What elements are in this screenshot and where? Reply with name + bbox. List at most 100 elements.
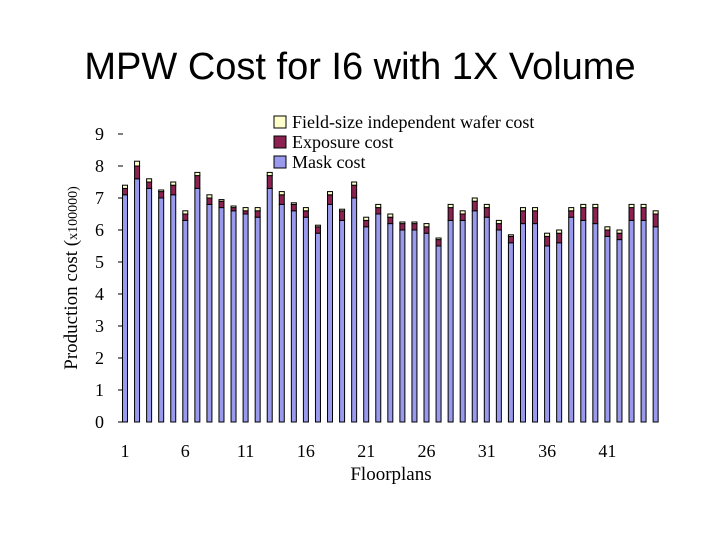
bar-segment-mask	[278, 203, 285, 423]
bar-stack-11	[242, 207, 249, 423]
bar-segment-wafer	[218, 199, 225, 202]
legend-label: Mask cost	[292, 152, 366, 172]
bar-stack-17	[314, 224, 321, 423]
bar-stack-30	[471, 197, 478, 423]
bar-segment-exposure	[182, 213, 189, 221]
bar-segment-wafer	[640, 203, 647, 209]
bar-segment-exposure	[339, 210, 346, 221]
bar-stack-16	[302, 207, 309, 423]
bar-segment-exposure	[519, 210, 526, 225]
bar-segment-exposure	[399, 223, 406, 231]
y-tick-label: 4	[95, 284, 104, 304]
bar-stack-22	[375, 203, 382, 423]
bar-stack-33	[507, 234, 514, 423]
bar-segment-wafer	[230, 205, 237, 209]
bar-stack-9	[218, 199, 225, 423]
legend-label: Exposure cost	[292, 132, 393, 152]
bar-segment-wafer	[158, 189, 165, 193]
y-tick-label: 2	[95, 348, 104, 368]
bar-stack-2	[134, 160, 141, 423]
bar-segment-exposure	[556, 232, 563, 244]
bar-segment-exposure	[302, 210, 309, 218]
bar-segment-mask	[363, 226, 370, 423]
bar-segment-mask	[435, 245, 442, 423]
bar-segment-wafer	[387, 213, 394, 218]
bar-segment-mask	[495, 229, 502, 423]
bar-stack-14	[278, 191, 285, 423]
y-tick-label: 1	[95, 380, 104, 400]
bar-segment-wafer	[616, 229, 623, 234]
bar-segment-exposure	[266, 175, 273, 189]
bar-stack-18	[327, 191, 334, 423]
bar-segment-mask	[206, 203, 213, 423]
y-axis-label-main: Production cost (	[61, 240, 82, 370]
bar-segment-wafer	[327, 191, 334, 196]
bar-segment-mask	[254, 216, 261, 423]
bar-segment-wafer	[544, 232, 551, 237]
x-tick-label: 11	[237, 441, 254, 461]
legend: Field-size independent wafer costExposur…	[273, 112, 534, 172]
bar-stack-28	[447, 203, 454, 423]
bar-segment-exposure	[640, 207, 647, 221]
bar-segment-exposure	[206, 197, 213, 205]
bar-stack-32	[495, 219, 502, 423]
x-tick-label: 16	[297, 441, 315, 461]
bar-stack-15	[290, 202, 297, 423]
bar-segment-exposure	[604, 229, 611, 237]
bar-segment-mask	[266, 187, 273, 423]
bar-stack-34	[519, 207, 526, 423]
y-axis-label: Production cost (x100000)	[61, 186, 82, 370]
bar-segment-mask	[242, 213, 249, 423]
bar-stack-27	[435, 237, 442, 423]
bar-segment-mask	[423, 232, 430, 423]
bar-segment-wafer	[278, 191, 285, 196]
bar-segment-mask	[194, 187, 201, 423]
bar-segment-wafer	[532, 207, 539, 212]
bar-segment-wafer	[182, 210, 189, 215]
bar-segment-mask	[616, 239, 623, 423]
bar-segment-mask	[134, 178, 141, 423]
y-tick-label: 0	[95, 412, 104, 432]
bar-segment-mask	[532, 223, 539, 423]
bar-stack-19	[339, 208, 346, 423]
bar-segment-mask	[544, 245, 551, 423]
bar-segment-wafer	[459, 210, 466, 215]
bar-segment-wafer	[242, 207, 249, 212]
bar-segment-mask	[122, 194, 128, 423]
bar-segment-exposure	[592, 207, 599, 225]
bar-segment-mask	[447, 219, 454, 423]
bars	[122, 160, 659, 423]
y-axis-label-unit: x100000)	[66, 186, 81, 240]
bar-segment-mask	[170, 194, 177, 423]
bar-segment-wafer	[556, 229, 563, 234]
bar-segment-wafer	[194, 171, 201, 177]
bar-stack-6	[182, 210, 189, 423]
bar-stack-41	[604, 226, 611, 423]
y-tick-label: 5	[95, 252, 104, 272]
bar-segment-mask	[459, 219, 466, 423]
bar-segment-mask	[580, 219, 587, 423]
bar-segment-exposure	[628, 207, 635, 221]
bar-stack-1	[122, 184, 128, 423]
bar-segment-mask	[158, 197, 165, 423]
bar-segment-exposure	[411, 223, 418, 231]
bar-segment-wafer	[604, 226, 611, 231]
bar-segment-mask	[519, 223, 526, 423]
bar-segment-wafer	[471, 197, 478, 202]
bar-segment-mask	[230, 210, 237, 423]
legend-label: Field-size independent wafer cost	[292, 112, 534, 132]
x-tick-label: 41	[598, 441, 616, 461]
bar-segment-mask	[411, 229, 418, 423]
bar-stack-13	[266, 171, 273, 423]
legend-swatch	[273, 155, 287, 169]
bar-segment-wafer	[351, 181, 358, 186]
bar-stack-36	[544, 232, 551, 423]
bar-segment-wafer	[507, 234, 514, 237]
bar-stack-3	[146, 178, 153, 423]
bar-segment-wafer	[339, 208, 346, 212]
bar-segment-exposure	[652, 213, 659, 228]
bar-segment-wafer	[628, 203, 635, 209]
bar-segment-wafer	[411, 221, 418, 225]
y-axis: 0 1 2 3 4 5 6 7 8 9	[95, 124, 123, 432]
